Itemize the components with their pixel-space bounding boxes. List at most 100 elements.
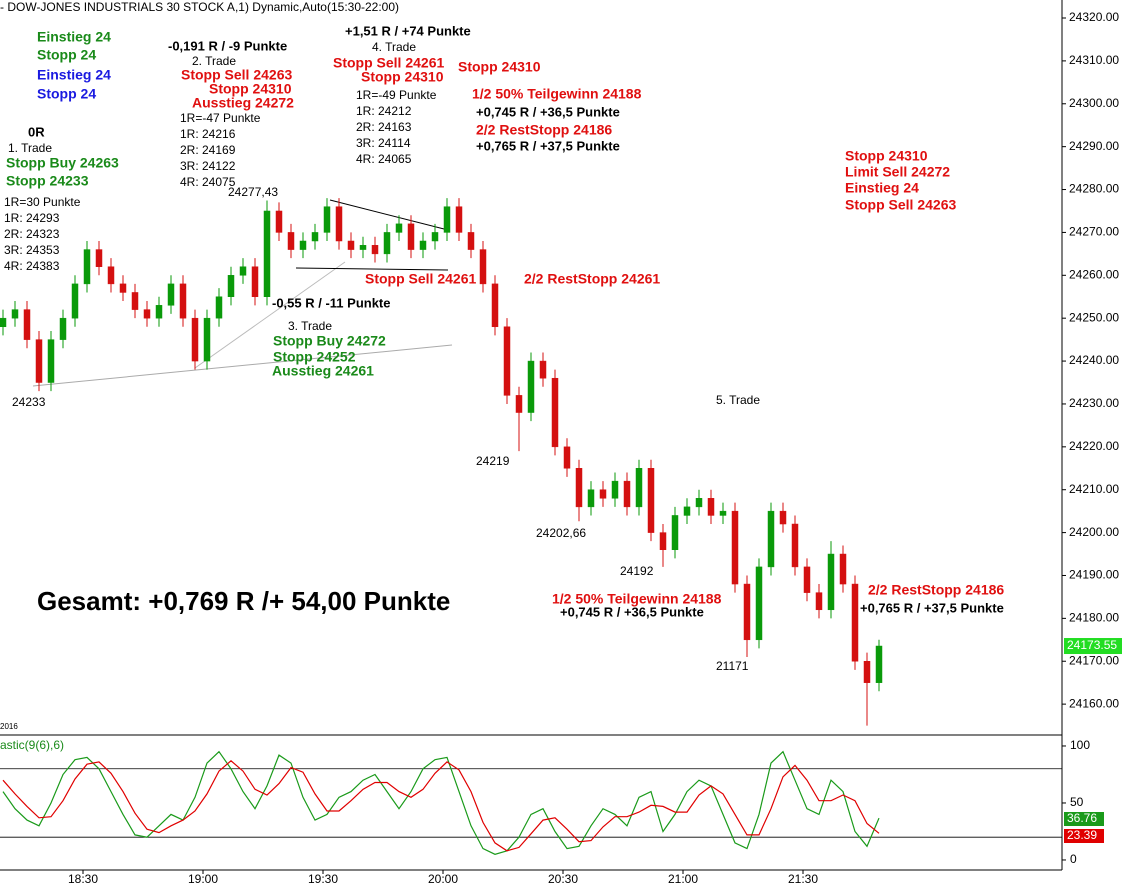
x-tick-label: 20:00: [428, 872, 458, 886]
candle-body: [695, 498, 703, 508]
annotation: Stopp 24: [37, 86, 96, 102]
y-tick-label: 24280.00: [1069, 182, 1119, 196]
annotation: Limit Sell 24272: [845, 164, 950, 180]
annotation: 3R: 24114: [356, 136, 411, 150]
annotation: 2R: 24163: [356, 120, 412, 134]
annotation: 5. Trade: [716, 393, 760, 407]
date-label: 2016: [0, 722, 18, 731]
candle-body: [371, 245, 379, 255]
annotation: 2/2 RestStopp 24261: [524, 271, 660, 287]
chart-title: - DOW-JONES INDUSTRIALS 30 STOCK A,1) Dy…: [0, 0, 399, 14]
candle-body: [143, 309, 151, 319]
candle-body: [803, 566, 811, 593]
candle-body: [659, 532, 667, 550]
y-tick-label: 24310.00: [1069, 53, 1119, 67]
annotation: 2R: 24323: [4, 227, 60, 241]
annotation: Einstieg 24: [37, 29, 111, 45]
annotation: 4R: 24065: [356, 152, 412, 166]
last-price-box: [1064, 638, 1122, 655]
candle-body: [719, 510, 727, 516]
candle-body: [11, 309, 19, 319]
annotation: 24219: [476, 454, 510, 468]
annotation: 1R: 24216: [180, 127, 236, 141]
y-tick-label: 24290.00: [1069, 139, 1119, 153]
candle-body: [0, 317, 7, 328]
candle-body: [71, 283, 79, 319]
x-tick-label: 19:00: [188, 872, 218, 886]
annotation: Stopp Sell 24261: [333, 55, 444, 71]
annotation: Stopp 24233: [6, 173, 89, 189]
annotation: 2/2 RestStopp 24186: [476, 122, 612, 138]
annotation: Einstieg 24: [845, 180, 919, 196]
candle-body: [863, 660, 871, 683]
annotation: Stopp 24252: [273, 349, 356, 365]
indicator-line: [2, 760, 880, 852]
candle-body: [251, 266, 259, 297]
annotation: Ausstieg 24261: [272, 363, 374, 379]
candle-body: [311, 232, 319, 242]
candle-body: [407, 223, 415, 250]
candle-body: [419, 240, 427, 250]
candle-body: [23, 309, 31, 340]
annotation: 3R: 24122: [180, 159, 236, 173]
y-tick-label: 24210.00: [1069, 482, 1119, 496]
x-tick-label: 19:30: [308, 872, 338, 886]
candle-body: [275, 210, 283, 233]
annotation: 2. Trade: [192, 54, 236, 68]
candle-body: [815, 592, 823, 611]
annotation: 1R=-49 Punkte: [356, 88, 437, 102]
annotation: 3R: 24353: [4, 243, 60, 257]
annotation: Stopp Sell 24263: [181, 67, 292, 83]
candle-body: [515, 395, 523, 413]
candle-body: [587, 489, 595, 508]
last-value-box: [1064, 812, 1104, 826]
y-tick-label: 24300.00: [1069, 96, 1119, 110]
candle-body: [263, 210, 271, 297]
annotation: 4. Trade: [372, 40, 416, 54]
annotation: Stopp 24310: [361, 69, 444, 85]
annotation: Stopp 24: [37, 47, 96, 63]
candle-body: [539, 360, 547, 379]
annotation: Einstieg 24: [37, 67, 111, 83]
candle-body: [119, 283, 127, 293]
trend-line: [194, 261, 346, 369]
candle-body: [827, 553, 835, 611]
candle-body: [323, 206, 331, 233]
candle-body: [155, 305, 163, 319]
candle-body: [563, 446, 571, 469]
annotation: 1. Trade: [8, 141, 52, 155]
annotation: Gesamt: +0,769 R /+ 54,00 Punkte: [37, 586, 450, 616]
candle-body: [851, 583, 859, 662]
trend-line: [32, 344, 453, 387]
last-price-label: 24173.55: [1067, 638, 1117, 652]
candle-body: [671, 515, 679, 550]
candle-body: [203, 317, 211, 362]
annotation: 1/2 50% Teilgewinn 24188: [552, 591, 722, 607]
y-tick-label: 24170.00: [1069, 653, 1119, 667]
annotation: 24277,43: [228, 185, 278, 199]
candle-body: [395, 223, 403, 233]
annotation: 1R=30 Punkte: [4, 195, 81, 209]
x-tick-label: 20:30: [548, 872, 578, 886]
annotation: 4R: 24075: [180, 175, 236, 189]
candle-body: [503, 326, 511, 396]
candle-body: [551, 377, 559, 448]
annotation: Stopp Sell 24261: [365, 271, 476, 287]
annotation: 3. Trade: [288, 319, 332, 333]
annotation: 1R: 24293: [4, 211, 60, 225]
candle-body: [575, 468, 583, 508]
annotation: Stopp 24310: [845, 148, 928, 164]
candle-body: [287, 232, 295, 250]
annotation: Stopp 24310: [458, 59, 541, 75]
candle-body: [647, 468, 655, 533]
candle-body: [239, 266, 247, 276]
y-tick-label: 24180.00: [1069, 611, 1119, 625]
last-value-label: 23.39: [1067, 828, 1097, 842]
annotation: 2R: 24169: [180, 143, 236, 157]
candle-body: [743, 583, 751, 641]
triangle-line: [329, 199, 449, 231]
candle-body: [875, 645, 883, 683]
annotation: 24233: [12, 395, 46, 409]
annotation: 1/2 50% Teilgewinn 24188: [472, 86, 642, 102]
